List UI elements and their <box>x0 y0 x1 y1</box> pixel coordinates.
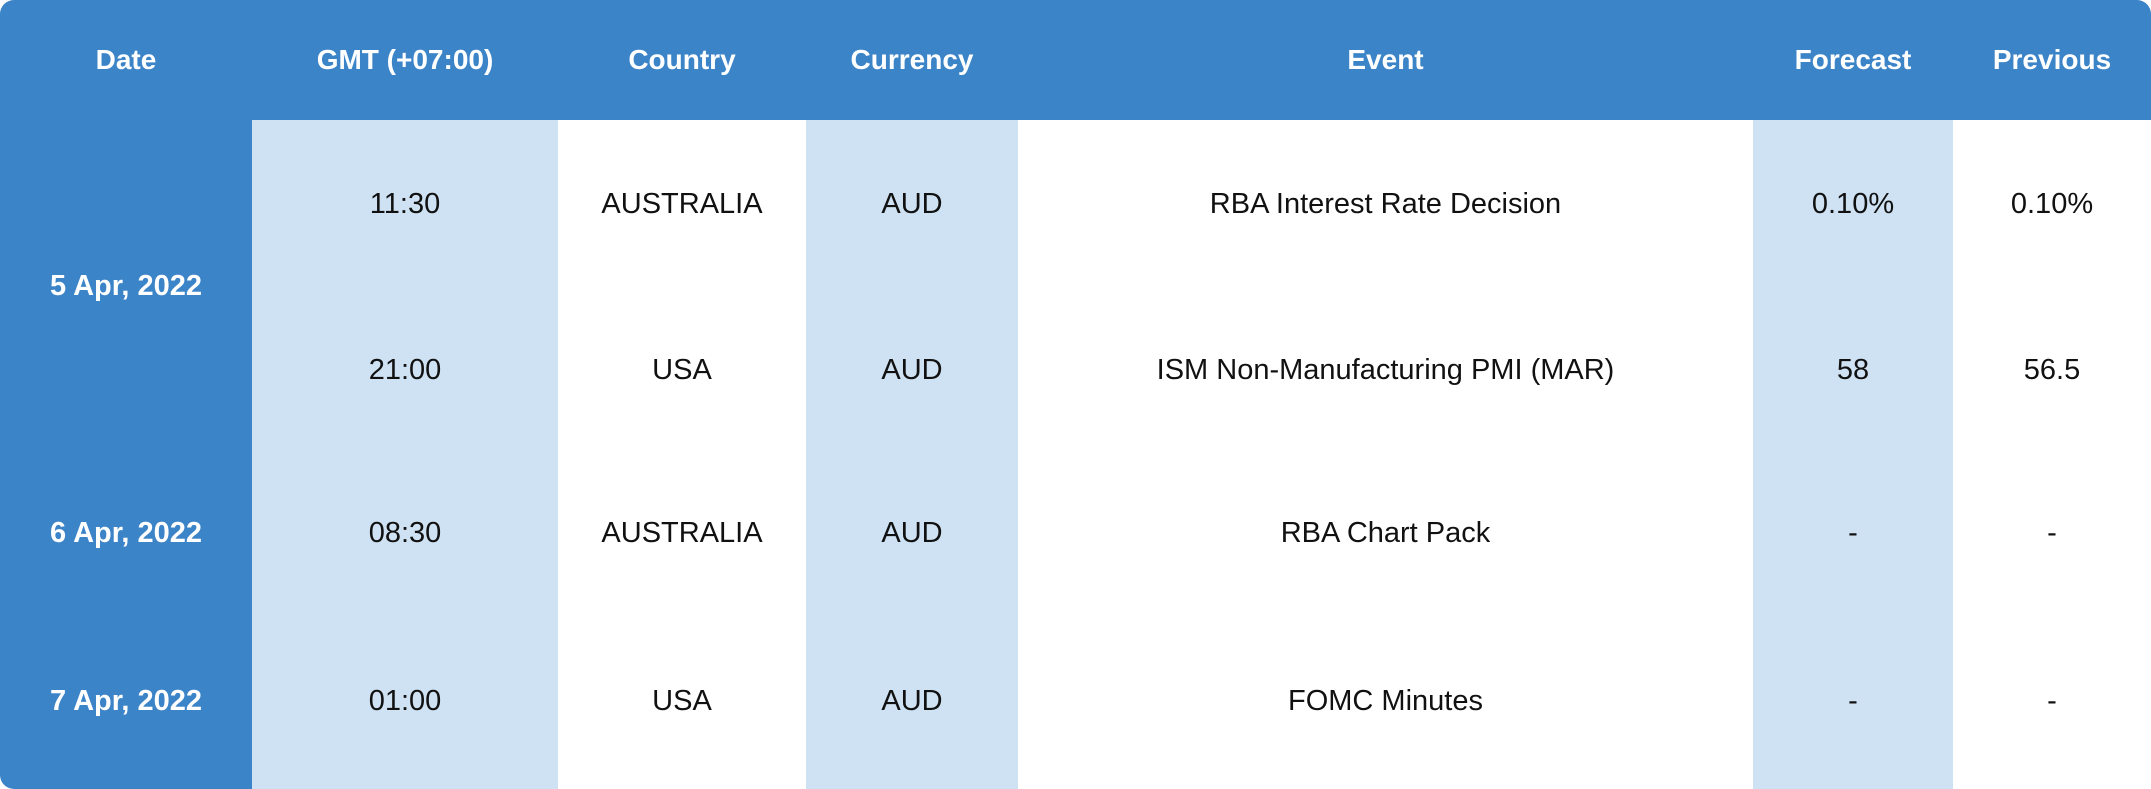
time-cell: 08:30 <box>252 453 558 613</box>
header-currency: Currency <box>806 0 1018 120</box>
header-forecast: Forecast <box>1753 0 1953 120</box>
currency-cell: AUD <box>806 288 1018 453</box>
previous-cell: - <box>1953 453 2151 613</box>
forecast-cell: - <box>1753 453 1953 613</box>
previous-cell: 0.10% <box>1953 120 2151 288</box>
time-cell: 01:00 <box>252 613 558 789</box>
header-previous: Previous <box>1953 0 2151 120</box>
table-row: 7 Apr, 2022 01:00 USA AUD FOMC Minutes -… <box>0 613 2151 789</box>
table-body: 5 Apr, 2022 11:30 AUSTRALIA AUD RBA Inte… <box>0 120 2151 789</box>
currency-cell: AUD <box>806 120 1018 288</box>
country-cell: USA <box>558 613 806 789</box>
event-cell: ISM Non-Manufacturing PMI (MAR) <box>1018 288 1753 453</box>
forecast-cell: 58 <box>1753 288 1953 453</box>
header-row: Date GMT (+07:00) Country Currency Event… <box>0 0 2151 120</box>
header-event: Event <box>1018 0 1753 120</box>
country-cell: AUSTRALIA <box>558 453 806 613</box>
forecast-cell: - <box>1753 613 1953 789</box>
previous-cell: 56.5 <box>1953 288 2151 453</box>
date-cell: 5 Apr, 2022 <box>0 120 252 453</box>
currency-cell: AUD <box>806 613 1018 789</box>
table-header: Date GMT (+07:00) Country Currency Event… <box>0 0 2151 120</box>
date-cell: 7 Apr, 2022 <box>0 613 252 789</box>
table-row: 21:00 USA AUD ISM Non-Manufacturing PMI … <box>0 288 2151 453</box>
currency-cell: AUD <box>806 453 1018 613</box>
event-cell: RBA Chart Pack <box>1018 453 1753 613</box>
country-cell: USA <box>558 288 806 453</box>
event-cell: RBA Interest Rate Decision <box>1018 120 1753 288</box>
previous-cell: - <box>1953 613 2151 789</box>
country-cell: AUSTRALIA <box>558 120 806 288</box>
time-cell: 11:30 <box>252 120 558 288</box>
time-cell: 21:00 <box>252 288 558 453</box>
header-country: Country <box>558 0 806 120</box>
table-row: 5 Apr, 2022 11:30 AUSTRALIA AUD RBA Inte… <box>0 120 2151 453</box>
forecast-cell: 0.10% <box>1753 120 1953 288</box>
event-cell: FOMC Minutes <box>1018 613 1753 789</box>
date-cell: 6 Apr, 2022 <box>0 453 252 613</box>
header-date: Date <box>0 0 252 120</box>
header-gmt: GMT (+07:00) <box>252 0 558 120</box>
table-row: 6 Apr, 2022 08:30 AUSTRALIA AUD RBA Char… <box>0 453 2151 613</box>
